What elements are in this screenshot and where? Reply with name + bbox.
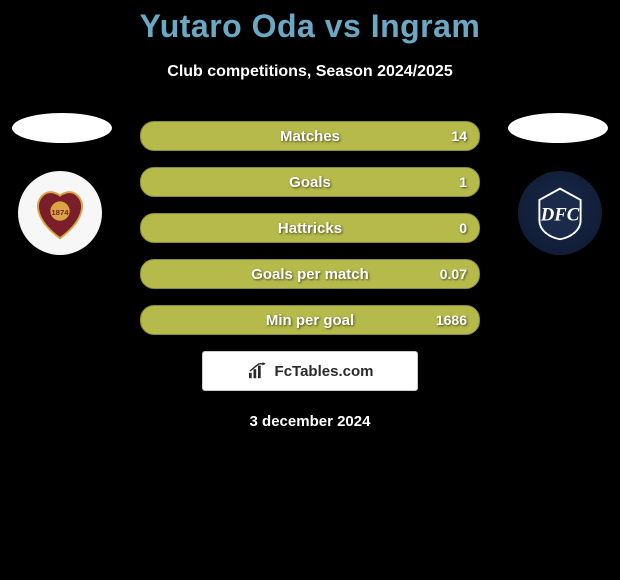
stat-value: 0 — [459, 214, 467, 242]
stat-value: 0.07 — [440, 260, 467, 288]
page-subtitle: Club competitions, Season 2024/2025 — [0, 63, 620, 81]
stat-row-matches: Matches 14 — [140, 121, 480, 151]
player-marker-left — [12, 113, 112, 143]
stat-label: Goals per match — [141, 266, 479, 283]
svg-text:1874: 1874 — [51, 208, 69, 217]
stat-label: Matches — [141, 128, 479, 145]
brand-text: FcTables.com — [275, 363, 374, 380]
brand-badge[interactable]: FcTables.com — [202, 351, 418, 391]
stats-section: 1874 DFC Matches 14 Goals 1 Hattricks 0 … — [0, 121, 620, 335]
svg-text:DFC: DFC — [540, 205, 580, 226]
player-marker-right — [508, 113, 608, 143]
team-crest-left: 1874 — [18, 171, 102, 255]
team-crest-right: DFC — [518, 171, 602, 255]
stat-value: 1 — [459, 168, 467, 196]
stat-value: 14 — [451, 122, 467, 150]
stat-label: Goals — [141, 174, 479, 191]
stat-row-mpg: Min per goal 1686 — [140, 305, 480, 335]
infographic-root: Yutaro Oda vs Ingram Club competitions, … — [0, 0, 620, 430]
stat-row-gpm: Goals per match 0.07 — [140, 259, 480, 289]
hearts-crest-icon: 1874 — [29, 182, 91, 244]
stat-value: 1686 — [436, 306, 467, 334]
stat-label: Min per goal — [141, 312, 479, 329]
stat-row-goals: Goals 1 — [140, 167, 480, 197]
stat-row-hattricks: Hattricks 0 — [140, 213, 480, 243]
footer-date: 3 december 2024 — [0, 413, 620, 430]
page-title: Yutaro Oda vs Ingram — [0, 8, 620, 45]
chart-icon — [247, 362, 269, 380]
stat-label: Hattricks — [141, 220, 479, 237]
dundee-crest-icon: DFC — [530, 183, 590, 243]
